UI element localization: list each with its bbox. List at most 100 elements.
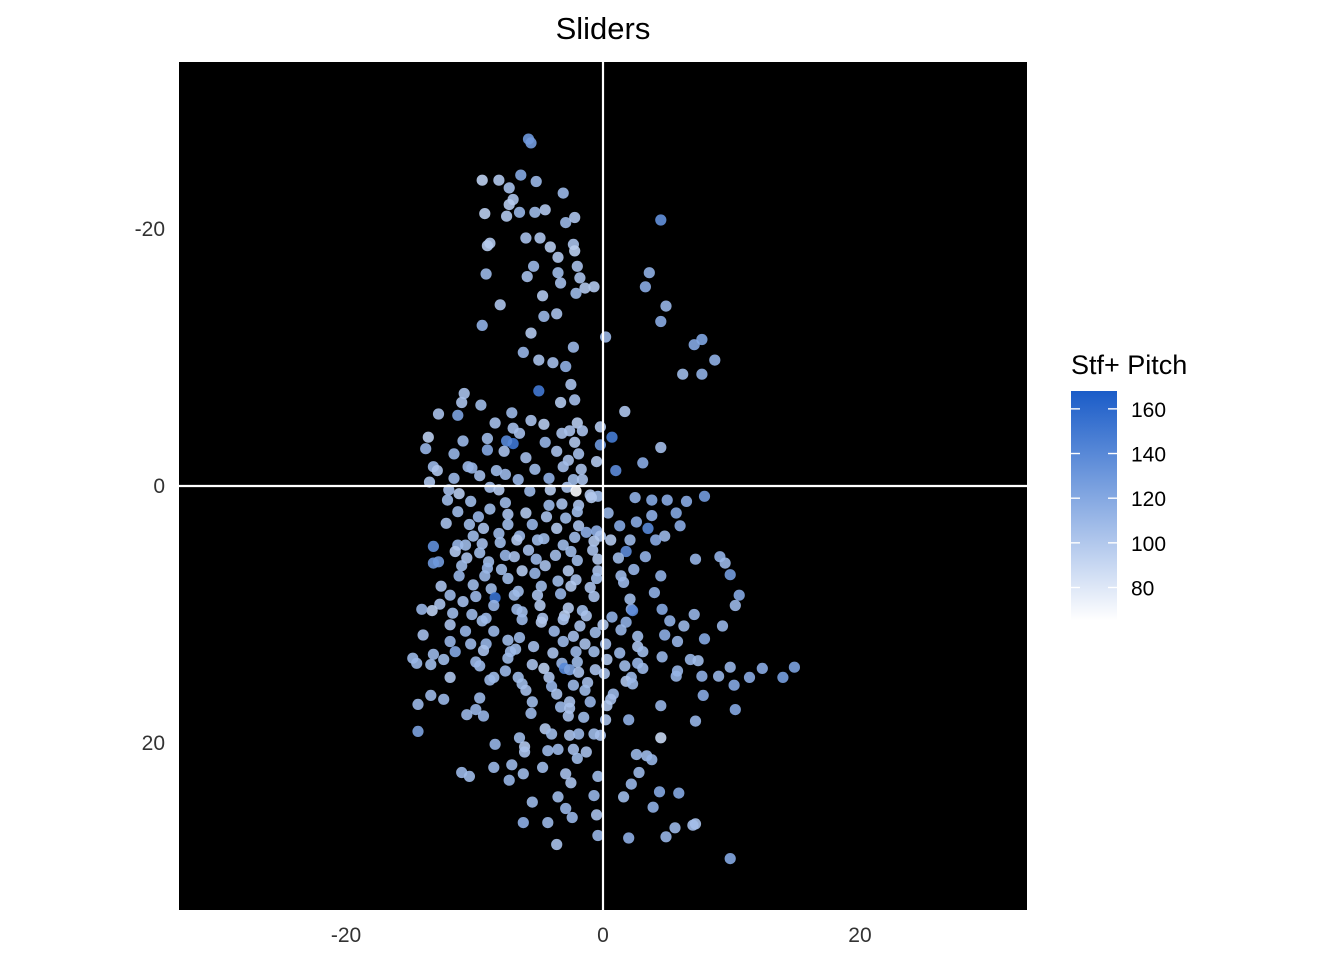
data-point-146 (646, 509, 658, 522)
data-point-133 (646, 494, 658, 506)
data-point-290 (698, 633, 711, 645)
data-point-30 (480, 268, 492, 280)
data-point-247 (426, 605, 438, 617)
data-point-144 (571, 506, 583, 518)
data-point-39 (660, 300, 672, 312)
data-point-171 (494, 536, 506, 549)
data-point-32 (555, 277, 567, 289)
data-point-278 (716, 620, 729, 632)
data-point-238 (488, 599, 500, 612)
data-point-326 (788, 661, 801, 673)
data-point-211 (502, 572, 514, 585)
data-point-29 (574, 272, 586, 284)
data-point-312 (692, 655, 704, 667)
data-point-415 (517, 817, 529, 829)
data-point-18 (520, 232, 532, 244)
data-point-380 (655, 732, 667, 744)
data-point-11 (539, 204, 551, 216)
data-point-193 (549, 549, 562, 562)
data-point-366 (461, 709, 473, 721)
data-point-4 (493, 174, 505, 186)
data-point-285 (557, 635, 569, 648)
data-point-64 (452, 409, 464, 421)
data-point-182 (499, 549, 511, 562)
data-point-75 (594, 421, 607, 433)
data-point-45 (525, 327, 537, 339)
data-point-346 (728, 679, 740, 691)
data-point-173 (531, 534, 544, 546)
data-point-295 (509, 643, 522, 655)
data-point-42 (551, 308, 563, 320)
data-point-101 (490, 465, 502, 477)
data-point-203 (539, 560, 551, 572)
data-point-300 (637, 646, 649, 658)
data-point-34 (639, 281, 652, 293)
data-point-259 (444, 619, 456, 631)
data-point-264 (574, 620, 586, 632)
legend-title: Stf+ Pitch (1071, 350, 1187, 380)
data-point-176 (605, 534, 617, 546)
data-point-262 (535, 616, 547, 628)
data-point-296 (547, 647, 559, 659)
data-point-271 (513, 632, 526, 644)
data-point-25 (552, 251, 564, 263)
data-point-152 (526, 518, 538, 531)
data-point-237 (457, 596, 469, 608)
data-point-386 (552, 743, 564, 756)
data-point-279 (417, 629, 429, 641)
data-point-402 (463, 770, 475, 783)
data-point-223 (535, 580, 547, 592)
data-point-61 (555, 396, 567, 409)
data-point-331 (573, 666, 585, 678)
data-point-316 (499, 665, 511, 677)
data-point-373 (689, 715, 702, 727)
data-point-139 (484, 503, 496, 515)
data-point-267 (664, 615, 676, 627)
data-point-298 (588, 646, 600, 658)
data-point-281 (465, 638, 477, 650)
data-point-391 (630, 748, 643, 761)
data-point-334 (670, 670, 682, 682)
data-point-418 (669, 822, 681, 834)
data-point-40 (494, 299, 506, 311)
data-point-212 (529, 567, 541, 580)
data-point-208 (427, 557, 439, 569)
data-point-199 (456, 560, 468, 572)
data-point-371 (600, 714, 612, 726)
data-point-213 (552, 575, 564, 587)
data-point-160 (467, 530, 479, 542)
data-point-261 (516, 614, 528, 626)
data-point-403 (503, 774, 515, 786)
data-point-202 (516, 565, 528, 577)
data-point-1 (525, 137, 537, 149)
data-point-357 (584, 696, 596, 708)
data-point-26 (528, 260, 540, 272)
data-point-319 (564, 664, 576, 676)
data-point-93 (655, 441, 667, 454)
data-point-143 (560, 512, 572, 524)
data-point-420 (687, 819, 699, 831)
data-point-314 (425, 659, 437, 671)
data-point-60 (569, 394, 581, 406)
data-point-425 (724, 853, 736, 865)
data-point-62 (456, 396, 468, 409)
data-point-379 (594, 729, 607, 741)
data-point-183 (522, 544, 535, 556)
data-point-57 (565, 378, 577, 391)
data-point-16 (569, 211, 581, 224)
data-point-102 (529, 463, 541, 475)
data-point-244 (733, 589, 745, 601)
data-point-293 (477, 644, 490, 657)
data-point-22 (544, 241, 556, 253)
data-point-258 (729, 599, 741, 612)
data-point-263 (557, 614, 569, 626)
data-point-35 (579, 282, 591, 294)
data-point-96 (591, 456, 603, 468)
data-point-186 (620, 545, 632, 558)
data-point-204 (562, 565, 574, 577)
data-point-5 (530, 175, 542, 188)
chart-title: Sliders (556, 11, 651, 46)
data-point-383 (489, 738, 501, 750)
data-point-330 (543, 671, 555, 684)
data-point-129 (556, 498, 568, 510)
